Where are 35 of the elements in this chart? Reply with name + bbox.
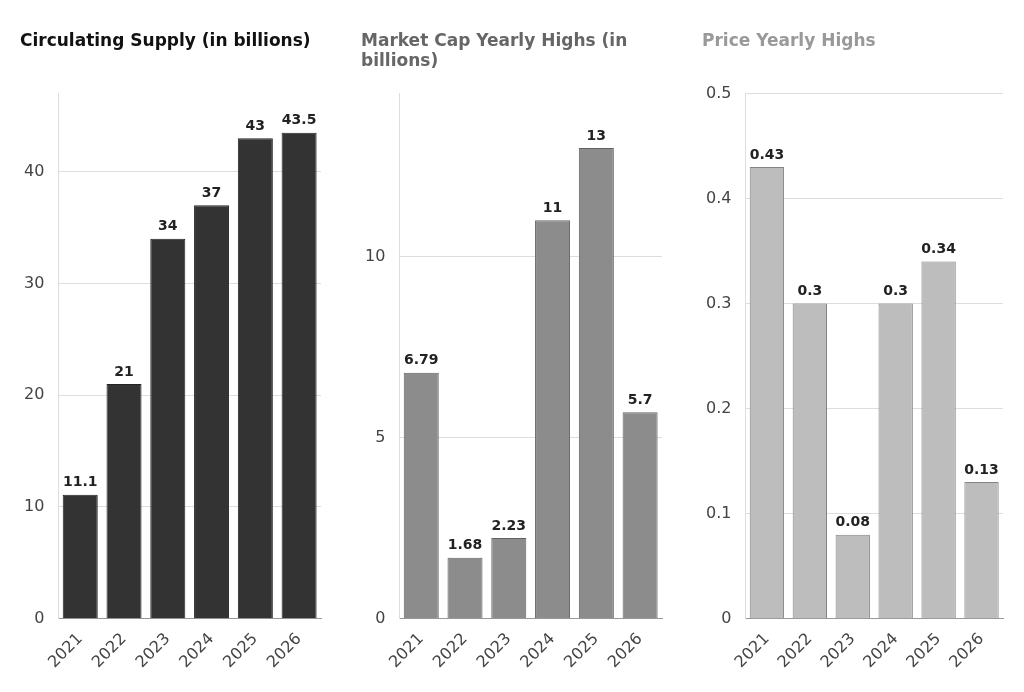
chart-title: Price Yearly Highs [702, 30, 877, 50]
data-label: 5.7 [627, 390, 653, 407]
y-tick-label: 0.3 [705, 292, 732, 312]
y-tick-label: 0 [721, 607, 732, 627]
data-label: 43 [245, 116, 266, 133]
y-tick-label: 0.1 [705, 502, 732, 522]
data-label: 0.3 [883, 282, 909, 299]
data-label: 0.34 [921, 240, 957, 257]
data-label: 1.68 [447, 536, 483, 553]
y-tick-label: 20 [24, 384, 45, 404]
data-label: 34 [158, 217, 178, 234]
data-label: 0.43 [749, 145, 785, 162]
chart-title: Circulating Supply (in billions) [20, 30, 312, 50]
y-tick-label: 30 [24, 272, 45, 292]
y-tick-label: 10 [24, 496, 45, 516]
y-tick-label: 0.2 [705, 397, 732, 417]
y-tick-label: 0 [375, 607, 386, 627]
y-tick-label: 40 [24, 160, 45, 180]
y-tick-label: 0 [34, 607, 45, 627]
y-tick-label: 10 [365, 245, 386, 265]
data-label: 0.13 [964, 460, 999, 477]
data-label: 2.23 [491, 516, 527, 533]
y-tick-label: 0.5 [705, 82, 732, 102]
data-label: 43.5 [281, 111, 317, 128]
data-label: 0.08 [835, 513, 871, 530]
data-label: 37 [201, 183, 222, 200]
data-label: 6.79 [403, 351, 439, 368]
chart-title: Market Cap Yearly Highs (in billions) [361, 30, 629, 70]
data-label: 13 [586, 126, 607, 143]
data-label: 11.1 [62, 473, 98, 490]
data-label: 21 [114, 362, 134, 379]
y-tick-label: 5 [375, 426, 386, 446]
data-label: 11 [542, 198, 563, 215]
y-tick-label: 0.4 [705, 187, 732, 207]
data-label: 0.3 [797, 282, 823, 299]
